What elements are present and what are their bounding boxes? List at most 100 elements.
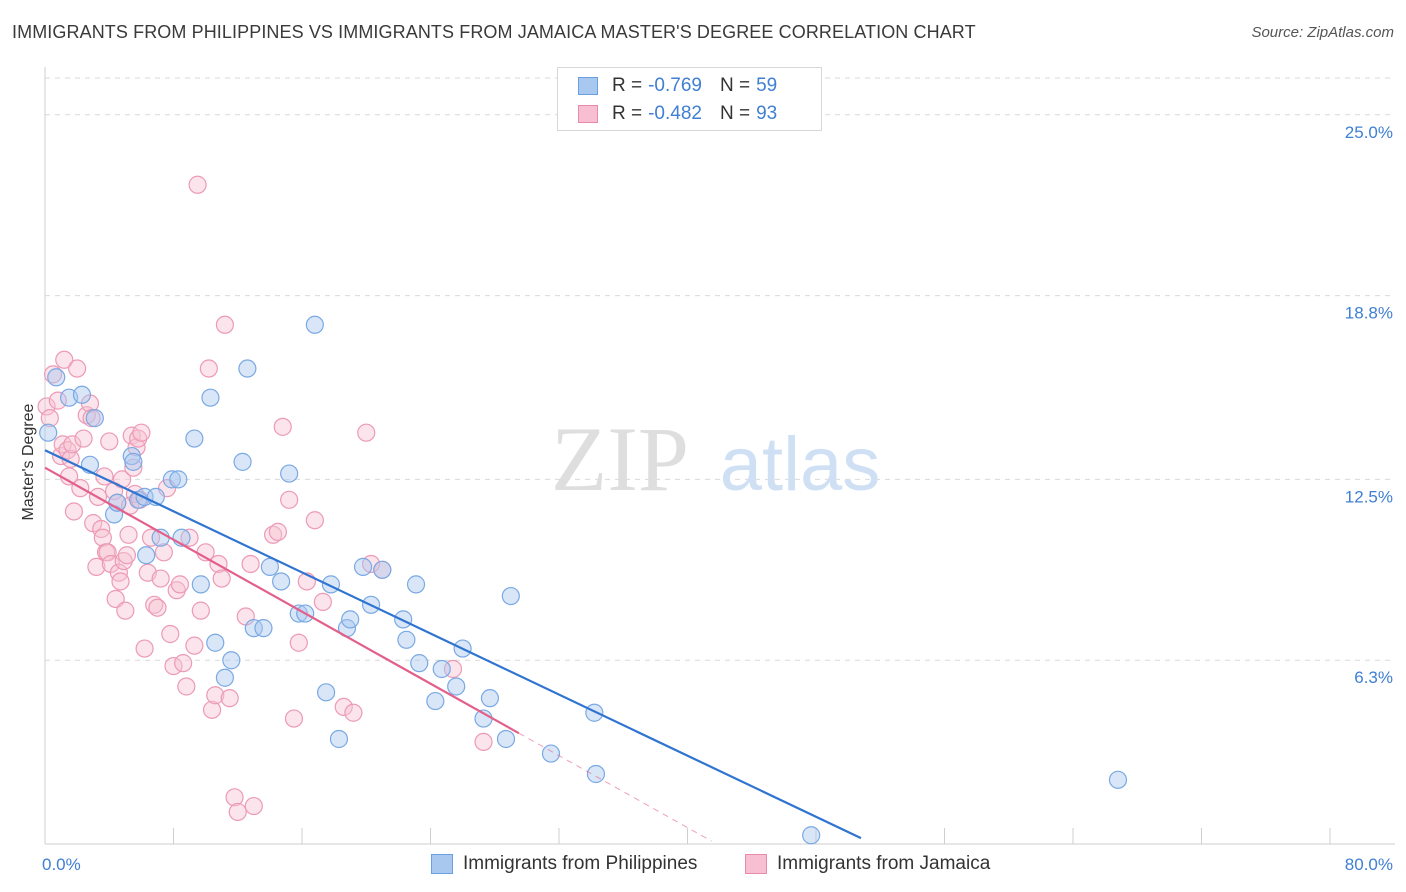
jamaica-point <box>132 423 151 442</box>
philippines-point <box>206 633 225 652</box>
jamaica-point <box>74 429 93 448</box>
philippines-point <box>585 703 604 722</box>
jamaica-point <box>154 543 173 562</box>
philippines-point <box>191 575 210 594</box>
philippines-point <box>185 429 204 448</box>
philippines-point <box>496 729 516 749</box>
jamaica-point <box>106 589 125 609</box>
philippines-point <box>201 388 220 407</box>
x-tick-label: 80.0% <box>1345 855 1393 874</box>
y-tick-label: 12.5% <box>1345 487 1393 506</box>
jamaica-point <box>43 365 63 384</box>
jamaica-point <box>111 572 130 591</box>
jamaica-point <box>124 458 143 477</box>
jamaica-trend-extension <box>518 732 712 842</box>
jamaica-point <box>188 175 207 194</box>
philippines-point <box>233 452 252 471</box>
jamaica-point <box>40 409 59 428</box>
jamaica-point <box>129 429 148 448</box>
bottom-legend-label-philippines: Immigrants from Philippines <box>463 853 698 874</box>
x-tick-label: 0.0% <box>42 855 81 874</box>
jamaica-point <box>167 581 186 600</box>
legend-n-label: N = <box>719 75 751 96</box>
y-tick-label: 25.0% <box>1345 123 1393 142</box>
tick-labels: 6.3% 12.5% 18.8% 25.0% 0.0% 80.0% <box>42 123 1393 874</box>
philippines-point <box>480 689 500 708</box>
philippines-point <box>39 423 58 442</box>
legend-row-philippines: R = -0.769 N = 59 <box>578 74 777 98</box>
jamaica-point <box>93 528 112 547</box>
philippines-point <box>410 654 429 673</box>
philippines-point <box>238 359 257 378</box>
philippines-point <box>373 560 392 579</box>
jamaica-point <box>225 788 244 807</box>
correlation-legend: R = -0.769 N = 59 R = -0.482 N = 93 <box>557 67 822 131</box>
bottom-legend-jamaica: Immigrants from Jamaica <box>745 852 990 876</box>
jamaica-point <box>68 359 87 378</box>
philippines-point <box>47 368 66 387</box>
philippines-point <box>222 651 241 670</box>
jamaica-point <box>220 689 239 708</box>
jamaica-point <box>64 502 84 521</box>
jamaica-point <box>334 697 353 717</box>
philippines-point <box>254 619 273 638</box>
philippines-point <box>316 683 336 702</box>
jamaica-point <box>37 397 56 416</box>
jamaica-point <box>191 601 210 620</box>
philippines-point <box>802 826 821 845</box>
philippines-point <box>341 610 360 629</box>
philippines-point <box>124 452 143 471</box>
watermark-zip: ZIP <box>551 408 689 510</box>
jamaica-point <box>174 654 193 673</box>
jamaica-point <box>141 528 161 547</box>
philippines-series <box>39 315 1128 845</box>
jamaica-point <box>280 490 299 509</box>
jamaica-point <box>202 700 222 719</box>
philippines-point <box>260 557 279 576</box>
jamaica-point <box>116 601 135 620</box>
jamaica-point <box>48 391 67 410</box>
jamaica-point <box>212 569 231 588</box>
jamaica-point <box>199 359 218 378</box>
bottom-legend-swatch-jamaica <box>745 854 767 874</box>
bottom-legend-philippines: Immigrants from Philippines <box>431 852 697 876</box>
legend-swatch-jamaica <box>578 105 598 123</box>
philippines-point <box>586 764 606 784</box>
legend-row-jamaica: R = -0.482 N = 93 <box>578 102 777 126</box>
jamaica-point <box>161 624 180 644</box>
philippines-point <box>162 470 181 489</box>
jamaica-point <box>474 732 493 752</box>
jamaica-series <box>37 175 493 822</box>
jamaica-point <box>289 633 308 652</box>
philippines-point <box>541 744 561 763</box>
philippines-point <box>397 630 416 649</box>
philippines-point <box>137 546 156 565</box>
legend-r-label: R = <box>612 75 643 96</box>
philippines-point <box>406 575 426 594</box>
jamaica-point <box>55 350 74 369</box>
jamaica-point <box>63 435 82 454</box>
jamaica-trend-line <box>44 466 520 735</box>
jamaica-point <box>53 435 72 454</box>
jamaica-point <box>357 423 376 442</box>
philippines-point <box>501 586 520 606</box>
philippines-point <box>215 668 234 687</box>
jamaica-point <box>177 677 196 696</box>
jamaica-point <box>100 432 119 451</box>
legend-n-label: N = <box>719 103 751 124</box>
jamaica-point <box>305 511 324 530</box>
jamaica-point <box>98 543 117 562</box>
philippines-point <box>447 677 466 696</box>
jamaica-point <box>241 554 260 574</box>
jamaica-point <box>215 315 234 334</box>
jamaica-point <box>114 551 133 571</box>
jamaica-point <box>344 703 363 722</box>
jamaica-point <box>268 522 288 541</box>
philippines-point <box>353 557 373 576</box>
philippines-point <box>85 409 104 428</box>
watermark: ZIP atlas <box>551 408 880 510</box>
y-axis-label: Master's Degree <box>20 403 37 520</box>
jamaica-point <box>273 417 292 436</box>
jamaica-point <box>151 569 170 588</box>
philippines-point <box>280 464 299 483</box>
